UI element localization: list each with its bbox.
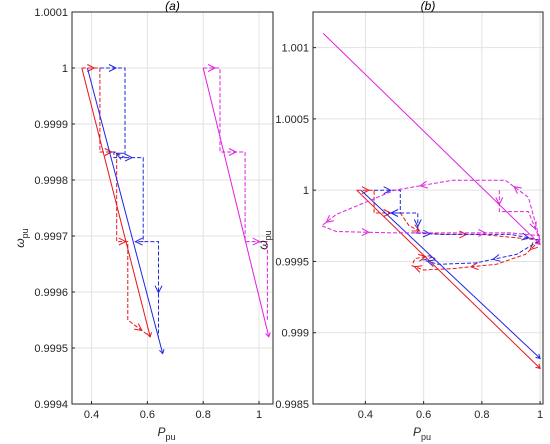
chart-title: (b) (421, 0, 436, 13)
arrow-marker (419, 180, 428, 189)
chart-panel-a: 0.4 0.6 0.8 1 0.9994 0.9995 0.9996 0.9997 0.9998… (13, 0, 274, 442)
y-tick-label: 0.999 (281, 328, 309, 340)
series-line (360, 189, 541, 359)
arrow-marker (154, 285, 163, 294)
arrow-marker (478, 228, 487, 237)
x-axis-label: Ppu (413, 425, 431, 442)
y-tick-label: 0.9995 (275, 256, 309, 268)
chart-panel-b: 0.4 0.6 0.8 1 0.9985 0.999 0.9995 1 1.0005 1.001 (… (256, 0, 544, 442)
arrow-marker (104, 148, 113, 156)
series-line (81, 67, 151, 337)
series-line (202, 67, 270, 337)
series-group (81, 64, 271, 355)
series-group (320, 33, 542, 370)
axes-frame (312, 11, 544, 405)
x-tick-label: 1 (537, 409, 543, 421)
arrow-marker (228, 148, 238, 156)
arrow-marker (118, 237, 127, 246)
x-tick-label: 0.6 (140, 409, 155, 421)
arrow-marker (87, 64, 96, 72)
arrow-marker (495, 197, 504, 206)
arrow-marker (265, 332, 271, 338)
y-tick-label: 0.9999 (34, 119, 68, 131)
arrow-marker (411, 224, 421, 232)
arrow-marker (207, 64, 217, 72)
arrow-marker (383, 186, 392, 195)
series-line (374, 189, 542, 265)
y-tick-label: 1.001 (281, 43, 309, 55)
arrow-marker (325, 214, 335, 223)
x-tick-label: 0.4 (358, 409, 373, 421)
x-tick-label: 0.4 (84, 409, 99, 421)
arrow-marker (124, 153, 134, 162)
series-line (203, 67, 268, 320)
series-line (86, 67, 164, 354)
y-tick-label: 0.9998 (34, 175, 68, 187)
arrow-marker (361, 186, 371, 195)
arrow-marker (159, 348, 165, 355)
y-tick-label: 0.9994 (34, 399, 68, 411)
arrow-marker (361, 228, 371, 237)
arrow-marker (469, 262, 479, 271)
x-tick-label: 0.6 (416, 409, 431, 421)
y-tick-label: 0.9997 (34, 231, 68, 243)
series-line (99, 67, 159, 337)
arrow-marker (426, 259, 436, 267)
arrow-marker (413, 265, 423, 273)
arrow-marker (535, 239, 541, 245)
y-axis-label: ωpu (13, 228, 30, 247)
series-line (356, 189, 541, 369)
arrow-marker (413, 219, 422, 228)
y-tick-label: 0.9995 (34, 343, 68, 355)
series-line (81, 67, 151, 338)
arrow-marker (417, 253, 427, 262)
y-tick-label: 1 (62, 63, 68, 75)
x-axis-label: Ppu (157, 425, 175, 442)
arrow-marker (535, 363, 541, 370)
arrow-marker (134, 237, 143, 246)
arrow-marker (108, 64, 118, 72)
arrow-marker (134, 323, 143, 332)
arrow-marker (252, 237, 261, 246)
arrow-marker (529, 221, 537, 231)
arrow-marker (389, 209, 399, 217)
arrow-marker (521, 232, 531, 241)
y-tick-label: 1.0001 (34, 7, 68, 19)
y-tick-label: 1.0005 (275, 114, 309, 126)
y-tick-label: 0.9996 (34, 287, 68, 299)
y-tick-label: 1 (303, 185, 309, 197)
y-axis-label: ωpu (256, 230, 273, 249)
arrow-marker (115, 152, 125, 160)
x-tick-label: 0.8 (196, 409, 211, 421)
x-tick-label: 0.8 (474, 409, 489, 421)
axes-frame (71, 11, 274, 405)
arrow-marker (491, 254, 501, 262)
x-tick-label: 1 (256, 409, 262, 421)
chart-title: (a) (165, 0, 180, 13)
series-line (322, 33, 541, 245)
y-tick-label: 0.9985 (275, 399, 309, 411)
arrow-marker (422, 229, 432, 238)
arrow-marker (535, 353, 541, 360)
series-line (320, 179, 541, 241)
arrow-marker (513, 186, 522, 194)
